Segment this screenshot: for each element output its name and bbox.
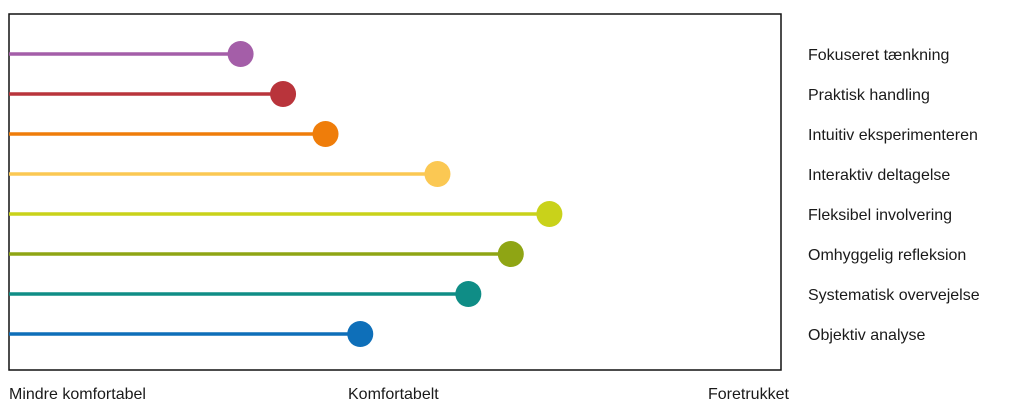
series-label: Systematisk overvejelse [808, 287, 980, 304]
lollipop-dot [270, 81, 297, 107]
lollipop-dot [497, 241, 524, 267]
plot-frame [8, 13, 782, 371]
series-label: Omhyggelig refleksion [808, 247, 966, 264]
x-tick-label-right: Foretrukket [708, 386, 789, 403]
series-label: Praktisk handling [808, 87, 930, 104]
lollipop-dot [424, 161, 451, 187]
lollipop-dot [312, 121, 339, 147]
series-labels: Fokuseret tænkning Praktisk handling Intui… [808, 47, 980, 344]
series-label: Interaktiv deltagelse [808, 167, 950, 184]
x-tick-label-left: Mindre komfortabel [9, 386, 146, 403]
x-tick-label-middle: Komfortabelt [348, 386, 439, 403]
series-label: Intuitiv eksperimenteren [808, 127, 978, 144]
series-label: Fleksibel involvering [808, 207, 952, 224]
series-label: Fokuseret tænkning [808, 47, 949, 64]
lollipop-dot [536, 201, 563, 227]
lollipop-dot [227, 41, 254, 67]
lollipop-dot [455, 281, 482, 307]
series-label: Objektiv analyse [808, 327, 925, 344]
lollipop-dot [347, 321, 374, 347]
chart-marks [9, 41, 563, 347]
